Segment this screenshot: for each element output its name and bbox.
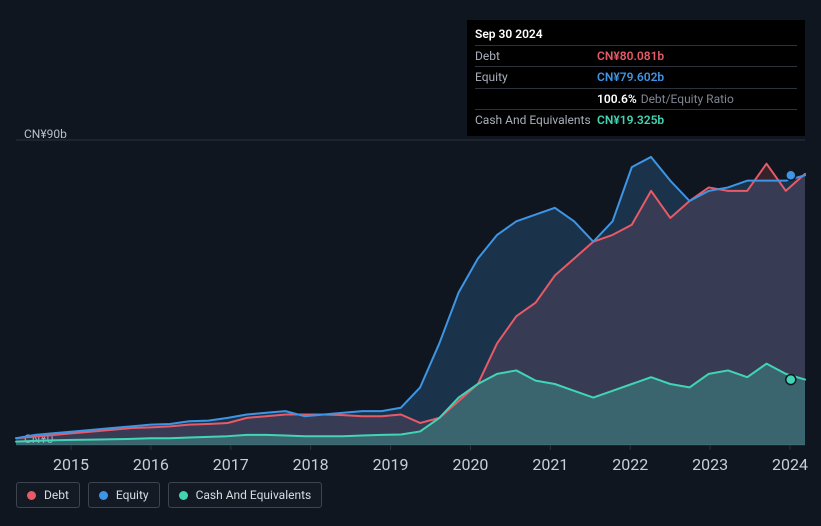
legend-item-cash-and-equivalents[interactable]: Cash And Equivalents [168,482,323,508]
legend: Debt Equity Cash And Equivalents [16,482,322,508]
x-axis-label: 2024 [772,455,808,474]
tooltip-value: 100.6%Debt/Equity Ratio [597,91,734,107]
tooltip-label [475,91,597,107]
tooltip-row: DebtCN¥80.081b [475,45,797,66]
legend-label: Cash And Equivalents [196,488,312,502]
legend-dot-icon [27,491,36,500]
x-axis-label: 2015 [53,455,89,474]
legend-label: Equity [116,488,149,502]
tooltip-label: Cash And Equivalents [475,112,597,128]
legend-dot-icon [99,491,108,500]
chart-tooltip: Sep 30 2024 DebtCN¥80.081bEquityCN¥79.60… [467,20,805,136]
legend-item-equity[interactable]: Equity [88,482,160,508]
tooltip-label: Debt [475,48,597,64]
tooltip-label: Equity [475,69,597,85]
tooltip-value: CN¥80.081b [597,48,664,64]
tooltip-row: 100.6%Debt/Equity Ratio [475,88,797,109]
tooltip-value: CN¥79.602b [597,69,664,85]
x-axis-label: 2021 [532,455,568,474]
x-axis-label: 2019 [373,455,409,474]
tooltip-row: Cash And EquivalentsCN¥19.325b [475,109,797,130]
tooltip-suffix: Debt/Equity Ratio [641,92,734,106]
legend-item-debt[interactable]: Debt [16,482,80,508]
x-axis-label: 2023 [692,455,728,474]
tooltip-title: Sep 30 2024 [475,26,797,42]
tooltip-value: CN¥19.325b [597,112,664,128]
x-axis-label: 2018 [293,455,329,474]
x-axis-label: 2022 [612,455,648,474]
x-axis-label: 2017 [213,455,249,474]
x-axis-label: 2020 [452,455,488,474]
tooltip-row: EquityCN¥79.602b [475,66,797,87]
legend-label: Debt [44,488,69,502]
x-axis-label: 2016 [133,455,169,474]
legend-dot-icon [179,491,188,500]
